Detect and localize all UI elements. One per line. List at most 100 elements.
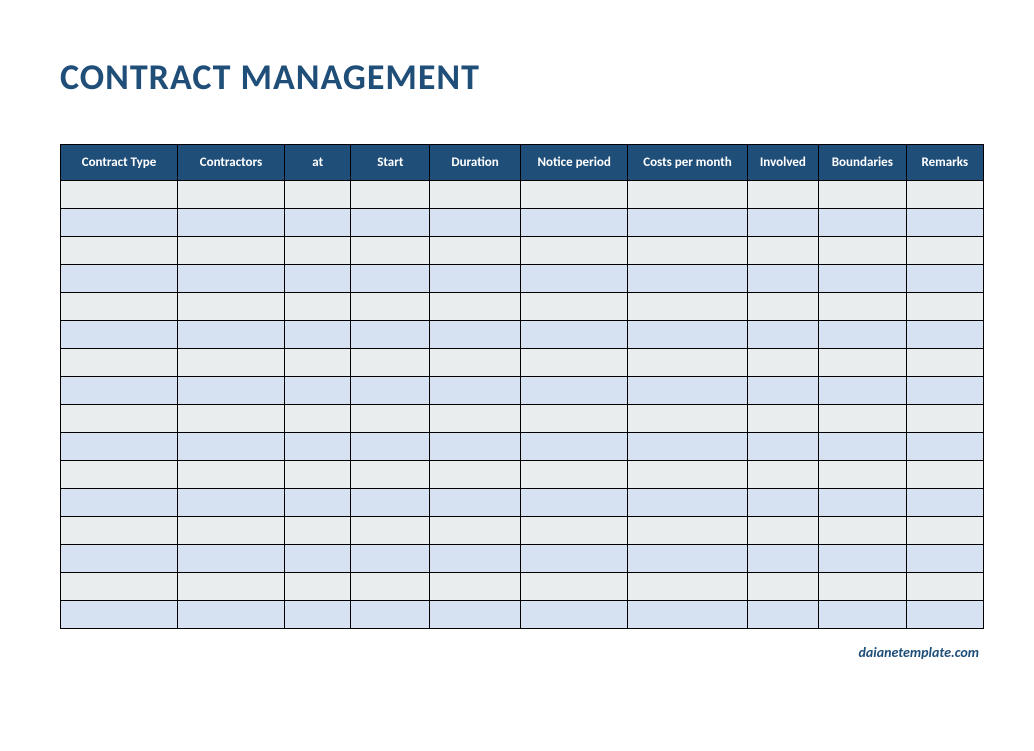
column-header: Costs per month: [628, 145, 747, 181]
table-cell: [177, 349, 284, 377]
table-cell: [430, 405, 521, 433]
table-cell: [430, 237, 521, 265]
column-header: Start: [351, 145, 430, 181]
table-cell: [906, 601, 983, 629]
table-row: [61, 601, 984, 629]
table-cell: [747, 517, 818, 545]
table-cell: [430, 545, 521, 573]
table-cell: [351, 573, 430, 601]
table-cell: [747, 237, 818, 265]
table-cell: [906, 517, 983, 545]
table-cell: [521, 349, 628, 377]
table-cell: [284, 293, 351, 321]
table-cell: [747, 461, 818, 489]
table-cell: [284, 181, 351, 209]
table-cell: [61, 489, 178, 517]
table-row: [61, 573, 984, 601]
table-cell: [906, 461, 983, 489]
table-cell: [284, 265, 351, 293]
table-cell: [430, 265, 521, 293]
table-cell: [177, 461, 284, 489]
table-cell: [906, 573, 983, 601]
table-cell: [906, 405, 983, 433]
table-cell: [430, 321, 521, 349]
column-header: at: [284, 145, 351, 181]
table-cell: [284, 433, 351, 461]
table-cell: [430, 377, 521, 405]
table-cell: [906, 433, 983, 461]
table-cell: [284, 573, 351, 601]
table-row: [61, 545, 984, 573]
table-cell: [747, 349, 818, 377]
table-cell: [61, 517, 178, 545]
table-cell: [628, 461, 747, 489]
table-cell: [521, 209, 628, 237]
table-cell: [628, 377, 747, 405]
table-cell: [628, 489, 747, 517]
table-cell: [747, 377, 818, 405]
table-cell: [351, 545, 430, 573]
table-row: [61, 209, 984, 237]
table-cell: [819, 181, 906, 209]
table-cell: [61, 265, 178, 293]
table-cell: [521, 405, 628, 433]
table-cell: [61, 377, 178, 405]
table-cell: [430, 433, 521, 461]
table-cell: [177, 181, 284, 209]
table-cell: [628, 545, 747, 573]
table-cell: [747, 489, 818, 517]
table-cell: [521, 545, 628, 573]
table-cell: [628, 601, 747, 629]
table-cell: [351, 321, 430, 349]
table-cell: [747, 405, 818, 433]
table-cell: [177, 377, 284, 405]
table-cell: [819, 517, 906, 545]
table-cell: [351, 265, 430, 293]
table-cell: [284, 237, 351, 265]
column-header: Contractors: [177, 145, 284, 181]
table-cell: [628, 237, 747, 265]
table-row: [61, 517, 984, 545]
table-cell: [521, 181, 628, 209]
table-cell: [628, 293, 747, 321]
table-cell: [177, 209, 284, 237]
table-cell: [351, 405, 430, 433]
table-cell: [628, 265, 747, 293]
table-cell: [628, 181, 747, 209]
table-cell: [906, 181, 983, 209]
table-cell: [906, 545, 983, 573]
table-cell: [430, 209, 521, 237]
table-cell: [430, 293, 521, 321]
table-cell: [906, 293, 983, 321]
table-cell: [177, 293, 284, 321]
table-cell: [61, 601, 178, 629]
table-cell: [819, 349, 906, 377]
table-cell: [819, 377, 906, 405]
table-row: [61, 265, 984, 293]
table-body: [61, 181, 984, 629]
table-row: [61, 377, 984, 405]
table-cell: [430, 573, 521, 601]
table-cell: [284, 377, 351, 405]
table-cell: [61, 293, 178, 321]
table-cell: [521, 377, 628, 405]
table-cell: [351, 601, 430, 629]
table-cell: [819, 433, 906, 461]
table-cell: [284, 461, 351, 489]
table-cell: [819, 237, 906, 265]
table-cell: [747, 573, 818, 601]
table-cell: [521, 601, 628, 629]
table-cell: [906, 265, 983, 293]
table-cell: [351, 209, 430, 237]
table-cell: [747, 601, 818, 629]
table-row: [61, 237, 984, 265]
table-cell: [61, 573, 178, 601]
table-cell: [177, 405, 284, 433]
table-row: [61, 489, 984, 517]
table-cell: [284, 489, 351, 517]
table-cell: [61, 237, 178, 265]
contract-table: Contract TypeContractorsatStartDurationN…: [60, 144, 984, 629]
table-cell: [351, 489, 430, 517]
table-cell: [628, 433, 747, 461]
table-cell: [177, 545, 284, 573]
